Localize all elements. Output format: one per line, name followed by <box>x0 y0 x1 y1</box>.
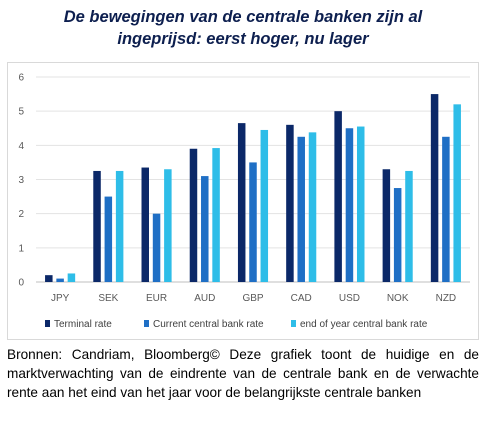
legend-label: end of year central bank rate <box>300 319 428 330</box>
bar-nok-series-2 <box>393 188 402 282</box>
legend-label: Terminal rate <box>54 319 112 330</box>
bar-jpy-series-1 <box>45 275 53 282</box>
chart-title: De bewegingen van de centrale banken zij… <box>0 6 486 50</box>
legend: Terminal rate Current central bank rate en… <box>45 319 428 330</box>
y-tick-label: 5 <box>18 107 24 118</box>
bar-nzd-series-1 <box>430 94 439 282</box>
y-axis-ticks: 0 1 2 3 4 5 6 <box>18 73 24 289</box>
y-tick-label: 1 <box>18 243 24 254</box>
y-tick-label: 4 <box>18 141 24 152</box>
source-note: Bronnen: Candriam, Bloomberg© Deze grafi… <box>7 347 479 400</box>
bar-usd-series-1 <box>334 111 342 282</box>
bar-cad-series-1 <box>286 124 294 282</box>
bar-chart: 0 1 2 3 4 5 6 JPY SEK EUR AUD GBP CAD USD NOK NZD Term… <box>18 73 470 330</box>
y-tick-label: 0 <box>18 278 24 289</box>
bar-aud-series-2 <box>201 176 209 282</box>
bar-eur-series-3 <box>164 169 172 282</box>
bar-aud-series-3 <box>212 148 220 282</box>
bar-sek-series-3 <box>115 170 124 282</box>
bar-usd-series-2 <box>345 128 354 282</box>
legend-swatch <box>45 320 50 327</box>
bar-nzd-series-3 <box>453 104 461 282</box>
bar-gbp-series-3 <box>260 129 269 282</box>
bar-sek-series-1 <box>93 170 101 282</box>
legend-swatch <box>144 320 149 327</box>
x-tick-label: SEK <box>98 293 118 304</box>
x-tick-label: JPY <box>51 293 70 304</box>
bar-sek-series-2 <box>104 196 113 282</box>
bar-gbp-series-1 <box>237 123 246 282</box>
x-tick-label: USD <box>339 293 360 304</box>
bar-nok-series-3 <box>405 170 413 282</box>
bar-jpy-series-2 <box>56 278 64 282</box>
bar-cad-series-3 <box>308 132 317 282</box>
x-tick-label: NZD <box>436 293 457 304</box>
chart-title-line-2: ingeprijsd: eerst hoger, nu lager <box>117 30 369 48</box>
y-tick-label: 3 <box>18 175 24 186</box>
bar-jpy-series-3 <box>67 273 76 282</box>
chart-frame: 0 1 2 3 4 5 6 JPY SEK EUR AUD GBP CAD USD NOK NZD Term… <box>7 62 479 340</box>
y-tick-label: 6 <box>18 73 24 84</box>
x-tick-label: EUR <box>146 293 167 304</box>
bar-aud-series-1 <box>189 148 198 282</box>
bars <box>45 94 461 282</box>
x-tick-label: NOK <box>387 293 409 304</box>
x-tick-label: AUD <box>194 293 215 304</box>
x-axis-ticks: JPY SEK EUR AUD GBP CAD USD NOK NZD <box>51 293 456 304</box>
bar-nok-series-1 <box>382 169 391 282</box>
bar-eur-series-2 <box>152 213 161 282</box>
bar-eur-series-1 <box>141 167 150 282</box>
bar-nzd-series-2 <box>442 136 450 282</box>
x-tick-label: CAD <box>291 293 312 304</box>
bar-usd-series-3 <box>356 126 365 282</box>
bar-gbp-series-2 <box>249 162 257 282</box>
legend-swatch <box>291 320 296 327</box>
legend-label: Current central bank rate <box>153 319 264 330</box>
chart-title-line-1: De bewegingen van de centrale banken zij… <box>63 8 423 26</box>
y-tick-label: 2 <box>18 209 24 220</box>
bar-cad-series-2 <box>297 136 305 282</box>
x-tick-label: GBP <box>242 293 263 304</box>
